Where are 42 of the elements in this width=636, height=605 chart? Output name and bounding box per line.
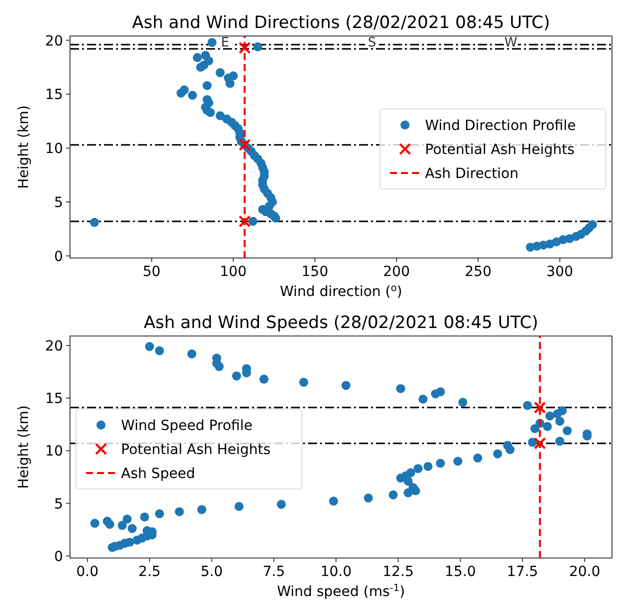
- legend-label: Potential Ash Heights: [425, 142, 575, 158]
- y-tick-label: 0: [54, 248, 63, 265]
- legend-label: Wind Direction Profile: [425, 118, 576, 134]
- y-tick-label: 5: [54, 496, 63, 512]
- annotation: W: [504, 35, 518, 50]
- x-tick-label: 100: [220, 264, 247, 280]
- y-tick-label: 20: [45, 338, 63, 354]
- y-tick-label: 5: [54, 194, 63, 211]
- x-tick-label: 10.0: [320, 564, 352, 580]
- legend-label: Ash Speed: [121, 466, 196, 482]
- y-axis-title: Height (km): [16, 405, 32, 489]
- legend-label: Ash Direction: [425, 166, 518, 182]
- point: [238, 215, 251, 228]
- chart-title: Ash and Wind Directions (28/02/2021 08:45 UTC): [132, 13, 550, 33]
- y-axis-title: Height (km): [16, 105, 32, 189]
- point: [238, 42, 251, 54]
- y-tick-label: 20: [45, 33, 63, 50]
- annotation: S: [368, 35, 376, 50]
- y-tick-label: 15: [45, 87, 63, 104]
- legend-label: Wind Speed Profile: [121, 418, 253, 434]
- chart-title: Ash and Wind Speeds (28/02/2021 08:45 UTC): [144, 313, 538, 333]
- x-axis-title: Wind direction ($^{o}$): [280, 282, 402, 300]
- x-tick-label: 12.5: [382, 564, 414, 580]
- x-tick-label: 2.5: [138, 564, 161, 580]
- x-tick-label: 7.5: [262, 564, 286, 580]
- x-tick-label: 20.0: [569, 564, 600, 580]
- legend-label: Potential Ash Heights: [121, 442, 271, 458]
- annotation: E: [220, 35, 230, 50]
- y-tick-label: 15: [45, 391, 63, 408]
- x-tick-label: 300: [546, 264, 574, 280]
- x-tick-label: 150: [302, 264, 328, 280]
- x-axis-title: Wind speed (ms$^{-1}$): [276, 582, 406, 600]
- y-tick-label: 10: [45, 141, 63, 158]
- y-tick-label: 10: [45, 444, 63, 460]
- x-tick-label: 200: [383, 264, 410, 280]
- x-tick-label: 250: [464, 264, 492, 280]
- x-tick-label: 0.0: [76, 564, 99, 580]
- y-tick-label: 0: [54, 548, 63, 565]
- x-tick-label: 17.5: [506, 564, 538, 580]
- x-tick-label: 50: [142, 264, 161, 280]
- x-tick-label: 5.0: [200, 564, 223, 580]
- x-tick-label: 15.0: [444, 564, 476, 580]
